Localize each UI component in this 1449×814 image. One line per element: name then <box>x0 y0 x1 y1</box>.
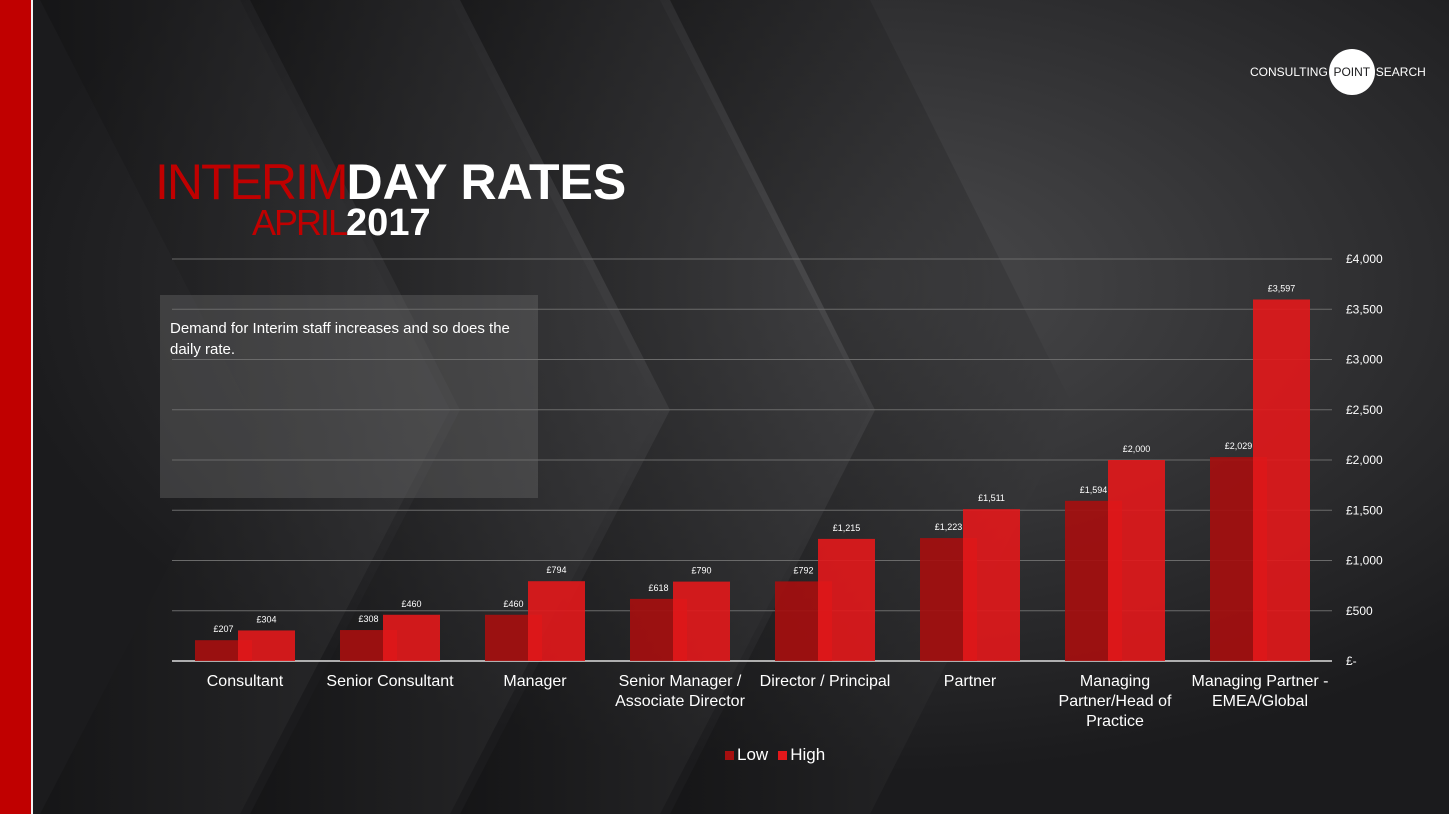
y-tick-label: £1,000 <box>1346 554 1383 568</box>
legend: Low High <box>725 745 829 765</box>
category-label-line: Senior Manager / <box>618 673 742 690</box>
y-tick-label: £- <box>1346 654 1357 668</box>
y-tick-label: £4,000 <box>1346 252 1383 266</box>
data-label-high: £794 <box>546 565 566 575</box>
category-label-line: Partner <box>943 673 997 690</box>
category-label-line: Managing <box>1079 673 1151 690</box>
data-label-low: £792 <box>793 565 813 575</box>
y-tick-label: £3,500 <box>1346 302 1383 316</box>
category-label-line: Senior Consultant <box>326 673 454 690</box>
data-label-low: £207 <box>213 624 233 634</box>
category-label: Senior Consultant <box>315 672 465 692</box>
logo-circle: POINT <box>1328 49 1375 95</box>
category-label: Consultant <box>170 672 320 692</box>
category-label-line: Managing Partner - <box>1191 673 1329 690</box>
category-label-line: Consultant <box>206 673 284 690</box>
left-accent-bar <box>0 0 31 814</box>
legend-label-high: High <box>790 745 826 764</box>
data-label-high: £460 <box>401 599 421 609</box>
y-tick-label: £500 <box>1346 604 1373 618</box>
y-tick-label: £3,000 <box>1346 353 1383 367</box>
legend-label-low: Low <box>737 745 769 764</box>
note-text: Demand for Interim staff increases and s… <box>170 320 510 358</box>
category-label-line: Manager <box>503 673 567 690</box>
data-label-low: £308 <box>358 614 378 624</box>
category-label-line: Associate Director <box>615 693 745 710</box>
data-label-low: £618 <box>648 583 668 593</box>
data-label-high: £3,597 <box>1268 284 1296 294</box>
data-label-high: £790 <box>691 566 711 576</box>
bar-high <box>818 538 875 661</box>
bar-high <box>673 581 730 661</box>
legend-swatch-low <box>725 750 734 760</box>
category-label-line: Practice <box>1086 713 1144 730</box>
legend-swatch-high <box>778 750 788 760</box>
bar-high <box>383 614 440 661</box>
title-line-1: INTERIMDAY RATES <box>155 154 626 223</box>
title-year: 2017 <box>346 202 431 244</box>
category-label: Senior Manager / Associate Director <box>605 672 755 712</box>
title-line-2: APRIL2017 <box>252 200 431 254</box>
left-accent-line <box>31 0 33 814</box>
title-interim: INTERIM <box>155 154 349 210</box>
bar-high <box>963 509 1020 661</box>
title-day-rates: DAY RATES <box>346 154 627 210</box>
title-april: APRIL <box>252 202 348 243</box>
data-label-high: £1,511 <box>978 493 1005 503</box>
data-label-high: £304 <box>256 614 276 624</box>
data-label-high: £1,215 <box>833 523 861 533</box>
legend-item-low: Low <box>725 745 768 765</box>
category-label: Partner <box>895 672 1045 692</box>
logo-text-right: SEARCH <box>1375 65 1426 79</box>
logo: CONSULTING POINT SEARCH <box>1250 49 1426 95</box>
category-label: Director / Principal <box>750 672 900 692</box>
legend-item-high: High <box>778 745 825 765</box>
bar-high <box>238 630 295 661</box>
note-box: Demand for Interim staff increases and s… <box>160 295 538 498</box>
bar-low <box>195 640 252 661</box>
data-label-low: £1,223 <box>935 522 963 532</box>
bar-high <box>528 581 585 661</box>
bar-high <box>1253 299 1310 661</box>
category-label-line: EMEA/Global <box>1211 693 1309 710</box>
data-label-low: £1,594 <box>1080 485 1108 495</box>
y-tick-label: £2,500 <box>1346 403 1383 417</box>
category-label: Manager <box>460 672 610 692</box>
data-label-low: £460 <box>503 599 523 609</box>
data-label-high: £2,000 <box>1123 444 1151 454</box>
logo-text-left: CONSULTING <box>1250 65 1328 79</box>
y-tick-label: £1,500 <box>1346 503 1383 517</box>
category-label-line: Partner/Head of <box>1058 693 1172 710</box>
data-label-low: £2,029 <box>1225 441 1253 451</box>
category-label: Managing Partner/Head of Practice <box>1040 672 1190 732</box>
bar-high <box>1108 460 1165 661</box>
category-label: Managing Partner - EMEA/Global <box>1185 672 1335 712</box>
y-tick-label: £2,000 <box>1346 453 1383 467</box>
category-label-line: Director / Principal <box>759 673 891 690</box>
